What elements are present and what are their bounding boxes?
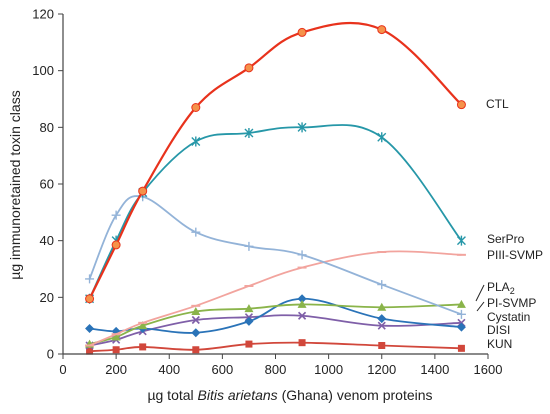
series-unlabeled-marker: [85, 274, 95, 284]
series-serpro-marker: [377, 132, 387, 143]
series-label-ctl: CTL: [486, 97, 509, 111]
x-tick-label: 400: [158, 362, 180, 377]
y-ticks: 0 20 40 60 80 100 120: [32, 7, 63, 362]
series-kun-marker: [139, 343, 147, 351]
y-tick-label: 20: [40, 290, 54, 305]
series-serpro-marker: [456, 235, 466, 246]
series-ctl-marker: [297, 27, 307, 37]
series-label-disi: DISI: [487, 323, 510, 337]
series-cystatin-marker: [297, 311, 307, 320]
series-pla2-marker: [138, 321, 148, 330]
axes: 0 200 400 600 800 1000 1200 1400 1600 0 20 40 60 80 1…: [32, 7, 502, 378]
series-pi-svmp-marker: [297, 294, 307, 304]
series-label-cystatin: Cystatin: [487, 310, 530, 324]
series-kun-marker: [378, 342, 386, 349]
series-ctl-marker: [111, 240, 121, 250]
plot-series: [85, 21, 466, 355]
series-cystatin-marker: [191, 315, 200, 325]
series-serpro-marker: [244, 128, 254, 138]
series-kun-marker: [298, 339, 306, 347]
series-unlabeled-marker: [244, 241, 254, 251]
series-label-pi-svmp: PI-SVMP: [487, 296, 536, 310]
pi-svmp-leader-line: [476, 301, 485, 312]
series-kun-marker: [457, 344, 465, 352]
series-pi-svmp-marker: [191, 328, 201, 338]
y-tick-label: 120: [32, 7, 54, 22]
series-pla2-marker: [297, 299, 307, 308]
series-ctl-marker: [191, 103, 201, 112]
x-tick-label: 800: [265, 362, 287, 377]
series-label-piii-svmp: PIII-SVMP: [487, 248, 543, 262]
series-pi-svmp-marker: [377, 314, 387, 324]
series-pla2: [85, 299, 466, 348]
x-tick-label: 1200: [367, 362, 396, 377]
series-pla2-marker: [191, 307, 201, 315]
series-serpro-line: [88, 124, 463, 300]
x-ticks: 0 200 400 600 800 1000 1200 1400 1600: [59, 354, 502, 377]
series-kun: [86, 339, 465, 355]
series-ctl-marker: [138, 186, 148, 196]
series-pla2-marker: [456, 299, 466, 308]
series-cystatin-marker: [377, 321, 386, 330]
series-ctl-marker: [377, 25, 387, 35]
x-axis-title-part-3: (Ghana) venom proteins: [278, 387, 433, 403]
y-tick-label: 80: [40, 120, 54, 135]
y-tick-label: 0: [47, 347, 54, 362]
series-pi-svmp-marker: [85, 324, 95, 333]
series-label-serpro: SerPro: [487, 232, 525, 246]
series-pla2-marker: [244, 304, 254, 313]
x-axis-title-part-2: Bitis arietans: [198, 387, 278, 403]
series-unlabeled-marker: [377, 280, 387, 290]
series-label-pla2: PLA2: [487, 280, 515, 296]
y-tick-label: 40: [40, 233, 54, 248]
y-tick-label: 100: [32, 63, 54, 78]
y-axis-title: µg immunoretained toxin class: [7, 90, 23, 279]
leader-lines: [475, 284, 485, 312]
x-tick-label: 1400: [420, 362, 449, 377]
x-tick-label: 1600: [474, 362, 503, 377]
series-unlabeled-line: [88, 195, 462, 316]
x-axis-title: µg total Bitis arietans (Ghana) venom pr…: [147, 387, 432, 403]
series-unlabeled-marker: [191, 227, 201, 237]
series-ctl: [85, 21, 466, 304]
series-kun-marker: [192, 346, 200, 354]
series-pla2-marker: [111, 332, 121, 341]
x-tick-label: 1000: [314, 362, 343, 377]
series-ctl-marker: [85, 294, 95, 304]
series-pla2-line: [89, 303, 462, 345]
x-tick-label: 200: [105, 362, 127, 377]
series-serpro-marker: [297, 122, 307, 133]
x-tick-label: 600: [212, 362, 234, 377]
series-unlabeled-marker: [456, 309, 466, 319]
series-piii-svmp: [85, 250, 466, 347]
series-cystatin-line: [89, 314, 462, 347]
y-tick-label: 60: [40, 177, 54, 192]
series-label-kun: KUN: [487, 337, 512, 351]
series-ctl-marker: [244, 63, 254, 73]
series-kun-marker: [245, 340, 253, 348]
series-kun-marker: [86, 347, 94, 355]
x-tick-label: 0: [59, 362, 66, 377]
series-pla2-marker: [377, 302, 387, 311]
series-unlabeled: [85, 192, 466, 319]
pla2-leader-line: [475, 284, 485, 302]
series-pi-svmp-marker: [456, 322, 466, 332]
series-pi-svmp-marker: [244, 316, 254, 326]
series-unlabeled-marker: [111, 210, 121, 220]
series-ctl-marker: [456, 100, 466, 110]
x-axis-title-part-1: µg total: [147, 387, 197, 403]
series-serpro-marker: [191, 136, 201, 147]
series-unlabeled-marker: [297, 250, 307, 260]
series-kun-marker: [112, 346, 120, 354]
series-labels: CTL SerPro PIII-SVMP PLA2PI-SVMPCystatinDIS…: [486, 97, 543, 351]
